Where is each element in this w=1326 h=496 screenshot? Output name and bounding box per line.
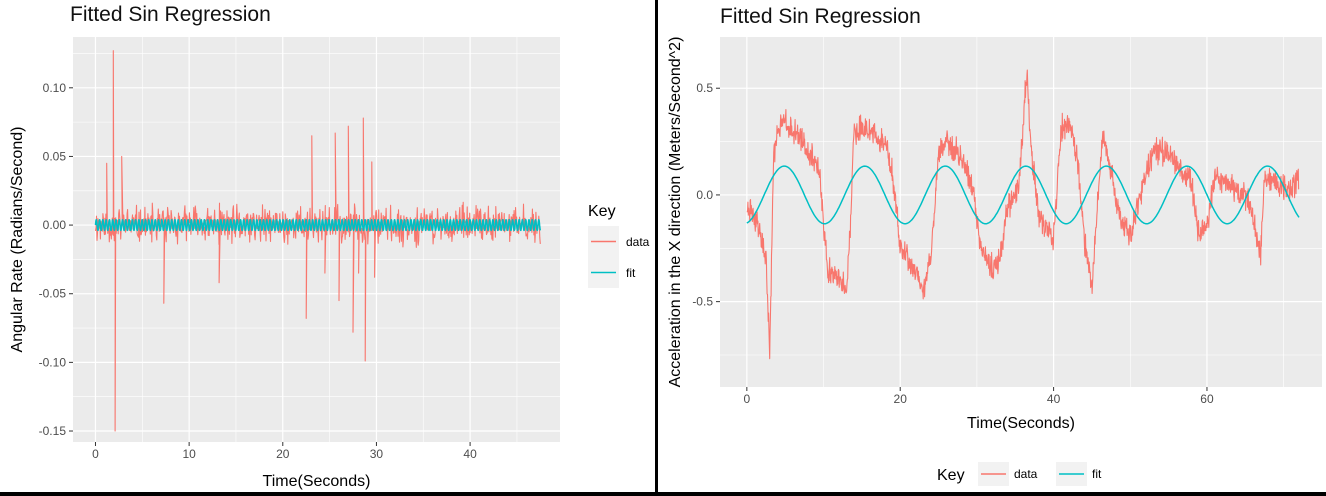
- series-fit-line: [746, 165, 1300, 225]
- y-tick-label: 0.5: [696, 81, 713, 95]
- x-tick-label: 0: [92, 447, 99, 461]
- left-chart-panel: Fitted Sin Regression 0 10 20 30 40 0.10 0.05 0…: [0, 0, 655, 492]
- right-chart: 0 20 40 60 0.5 0.0 -0.5 Acceleration in the X d…: [667, 37, 1322, 486]
- series-layer: [746, 69, 1300, 360]
- y-axis-title: Angular Rate (Radians/Second): [9, 127, 26, 353]
- legend-label-data: data: [1014, 467, 1038, 481]
- x-tick-label: 20: [276, 447, 290, 461]
- x-tick-label: 0: [743, 392, 750, 406]
- y-tick-label: 0.10: [43, 81, 67, 95]
- chart-title: Fitted Sin Regression: [70, 3, 271, 26]
- y-tick-label: -0.15: [39, 424, 67, 438]
- x-tick-label: 40: [463, 447, 477, 461]
- plot-panel: [73, 37, 560, 442]
- x-tick-label: 60: [1200, 392, 1214, 406]
- y-axis-title: Acceleration in the X direction (Meters/…: [667, 37, 684, 388]
- legend-title: Key: [588, 203, 616, 220]
- legend-label-data: data: [626, 235, 650, 249]
- series-data-line: [746, 69, 1300, 360]
- series-fit-line: [94, 218, 542, 232]
- x-tick-label: 10: [182, 447, 196, 461]
- y-tick-label: 0.05: [43, 149, 67, 163]
- y-tick-label: 0.00: [43, 218, 67, 232]
- x-axis-title: Time(Seconds): [967, 415, 1075, 432]
- y-tick-label: -0.5: [692, 295, 713, 309]
- series-layer: [94, 50, 542, 432]
- legend-title: Key: [937, 467, 965, 484]
- y-tick-label: 0.0: [696, 188, 713, 202]
- left-chart: 0 10 20 30 40 0.10 0.05 0.00 -0.05 -0.10 -0.15 Angu…: [9, 37, 650, 490]
- y-tick-label: -0.05: [39, 287, 67, 301]
- chart-title: Fitted Sin Regression: [720, 5, 921, 28]
- x-tick-label: 30: [370, 447, 384, 461]
- x-axis-title: Time(Seconds): [263, 473, 371, 490]
- plot-panel: [720, 37, 1322, 387]
- legend-label-fit: fit: [1092, 467, 1102, 481]
- legend-label-fit: fit: [626, 266, 636, 280]
- x-tick-label: 20: [894, 392, 908, 406]
- x-tick-label: 40: [1047, 392, 1061, 406]
- y-tick-label: -0.10: [39, 355, 67, 369]
- right-chart-panel: Fitted Sin Regression 0 20 40 60 0.5 0.0 -0.5 A…: [658, 0, 1326, 492]
